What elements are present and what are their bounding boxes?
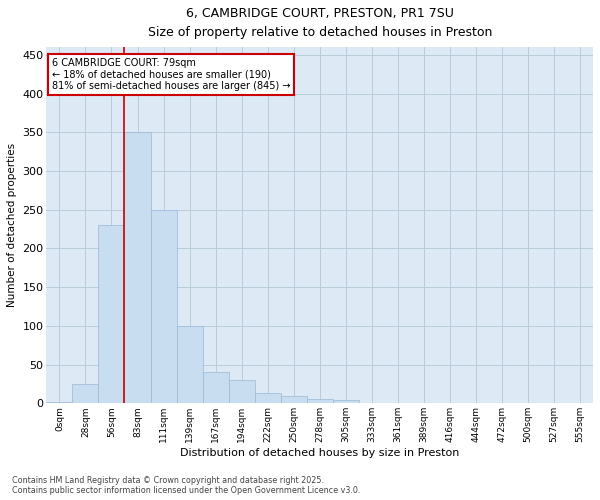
Bar	[333, 400, 359, 404]
Text: Contains HM Land Registry data © Crown copyright and database right 2025.
Contai: Contains HM Land Registry data © Crown c…	[12, 476, 361, 495]
Bar	[176, 326, 203, 404]
Bar	[229, 380, 254, 404]
Bar	[203, 372, 229, 404]
Bar	[151, 210, 176, 404]
X-axis label: Distribution of detached houses by size in Preston: Distribution of detached houses by size …	[180, 448, 460, 458]
Y-axis label: Number of detached properties: Number of detached properties	[7, 143, 17, 308]
Bar	[98, 225, 124, 404]
Text: 6 CAMBRIDGE COURT: 79sqm
← 18% of detached houses are smaller (190)
81% of semi-: 6 CAMBRIDGE COURT: 79sqm ← 18% of detach…	[52, 58, 290, 91]
Bar	[385, 402, 411, 404]
Bar	[46, 402, 73, 404]
Bar	[281, 396, 307, 404]
Bar	[567, 402, 593, 404]
Bar	[254, 394, 281, 404]
Title: 6, CAMBRIDGE COURT, PRESTON, PR1 7SU
Size of property relative to detached house: 6, CAMBRIDGE COURT, PRESTON, PR1 7SU Siz…	[148, 7, 492, 39]
Bar	[307, 400, 333, 404]
Bar	[73, 384, 98, 404]
Bar	[124, 132, 151, 404]
